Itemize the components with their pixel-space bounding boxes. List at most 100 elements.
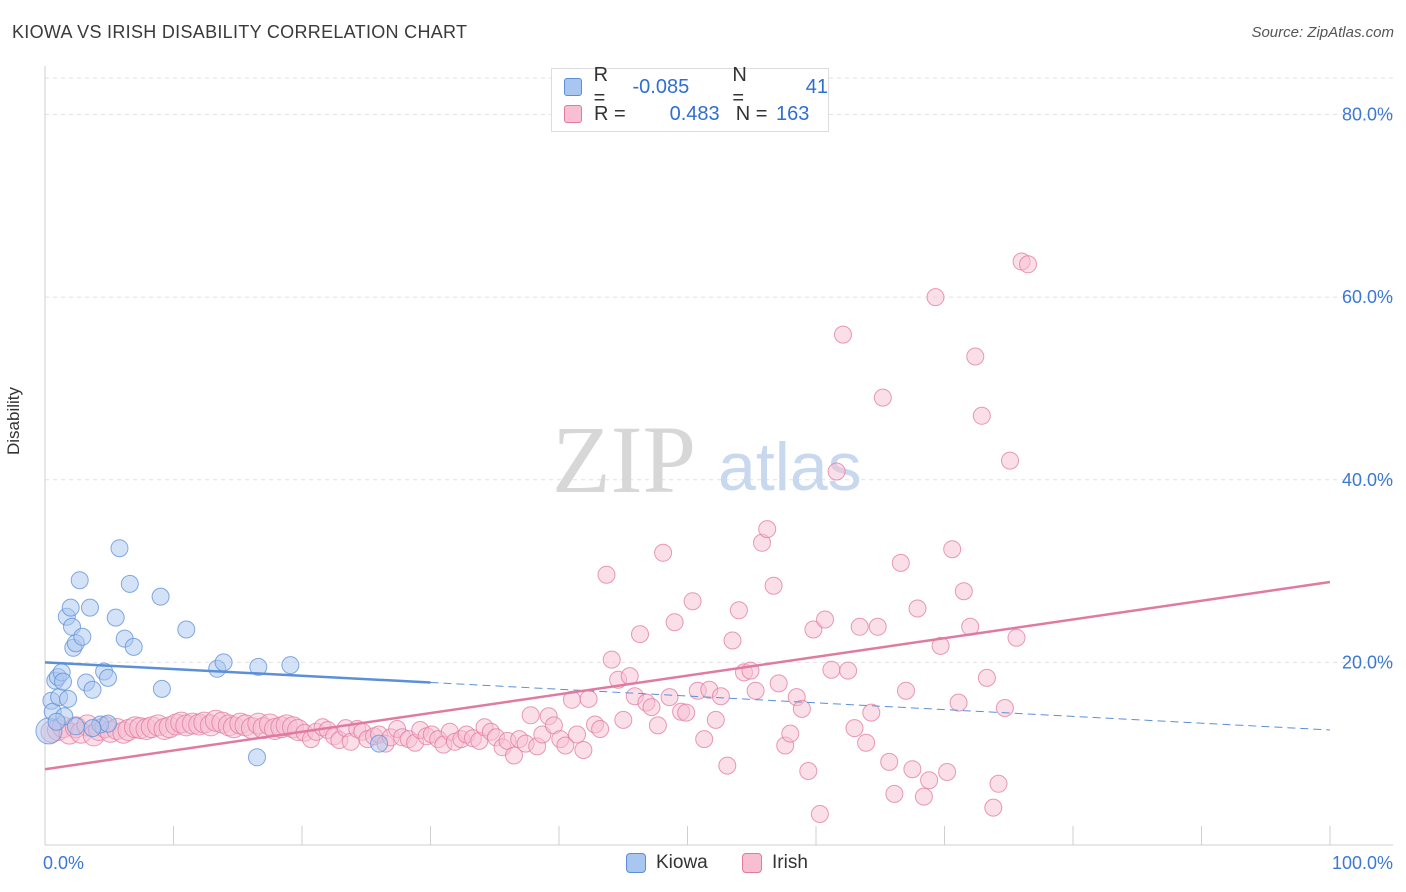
irish-point [591, 720, 610, 738]
legend-item-irish[interactable]: Irish [742, 852, 808, 874]
irish-point [914, 787, 933, 806]
kiowa-point [124, 637, 143, 656]
watermark: ZIP atlas [552, 406, 862, 513]
kiowa-swatch [564, 78, 582, 96]
kiowa-point [106, 608, 125, 627]
kiowa-point [54, 672, 72, 691]
trend-lines [44, 580, 1331, 771]
irish-point [845, 719, 864, 738]
n-label: N = [735, 102, 768, 125]
irish-point [764, 576, 783, 595]
kiowa-point [66, 717, 85, 736]
kiowa-point [177, 620, 196, 639]
irish-point [665, 613, 684, 632]
kiowa-point [59, 689, 78, 708]
kiowa-point [120, 574, 139, 593]
n-value: 163 [776, 102, 810, 125]
r-value: 0.483 [669, 102, 720, 125]
kiowa-point [214, 653, 233, 672]
irish-point [954, 582, 973, 601]
irish-point [758, 520, 777, 539]
irish-point [984, 798, 1003, 817]
irish-point [723, 631, 742, 650]
n-label: N = [732, 64, 747, 109]
irish-point [903, 760, 922, 779]
r-value: -0.085 [632, 75, 690, 98]
irish-point [857, 733, 876, 752]
irish-point [977, 668, 996, 687]
n-value: 41 [805, 75, 829, 98]
irish-point [660, 688, 679, 707]
r-label: R = [594, 102, 626, 125]
irish-point [781, 724, 800, 743]
kiowa-points [35, 539, 389, 767]
kiowa-trend-extension [430, 681, 1331, 731]
irish-point [729, 601, 748, 620]
stats-row-irish: R = 0.483 N = 163 [564, 103, 809, 125]
irish-swatch [564, 105, 582, 123]
kiowa-point [99, 668, 117, 687]
irish-point [614, 710, 633, 729]
irish-point [579, 689, 598, 708]
kiowa-point [152, 679, 171, 698]
kiowa-point [70, 571, 89, 590]
irish-point [718, 756, 737, 775]
kiowa-point [248, 748, 266, 767]
irish-point [989, 774, 1008, 793]
kiowa-point [249, 657, 268, 676]
irish-points [40, 252, 1037, 823]
irish-point [926, 288, 945, 307]
irish-point [804, 620, 823, 639]
y-tick-label: 60.0% [1342, 287, 1393, 307]
kiowa-point [47, 712, 66, 731]
irish-point [505, 746, 523, 765]
irish-point [568, 725, 586, 744]
kiowa-trend-line [44, 661, 431, 684]
irish-point [574, 741, 593, 759]
irish-point [1019, 255, 1037, 274]
chart-title: KIOWA VS IRISH DISABILITY CORRELATION CH… [12, 22, 468, 42]
tick-labels: 20.0% 40.0% 60.0% 80.0% 0.0% 100.0% [43, 105, 1393, 873]
irish-point [839, 661, 858, 680]
legend-label: Kiowa [656, 852, 708, 873]
irish-point [642, 698, 661, 717]
x-tick-label: 0.0% [43, 853, 84, 873]
kiowa-legend-swatch [626, 853, 646, 873]
r-label: R = [593, 64, 609, 109]
irish-point [810, 805, 829, 823]
irish-point [816, 610, 834, 629]
kiowa-point [281, 656, 300, 675]
irish-point [885, 784, 904, 803]
irish-point [891, 553, 910, 572]
legend-item-kiowa[interactable]: Kiowa [626, 852, 708, 874]
irish-point [521, 706, 540, 725]
irish-point [880, 752, 899, 771]
irish-point [792, 699, 811, 718]
source-label: Source: ZipAtlas.com [1251, 24, 1394, 41]
irish-point [746, 681, 765, 700]
irish-point [654, 543, 673, 562]
kiowa-point [99, 714, 117, 733]
grid-lines [45, 77, 1393, 663]
kiowa-point [81, 598, 99, 617]
irish-point [868, 617, 887, 636]
irish-point [966, 347, 985, 366]
irish-point [597, 565, 616, 584]
irish-point [1007, 628, 1026, 647]
legend-label: Irish [772, 852, 808, 873]
irish-point [695, 730, 714, 749]
x-tick-label: 100.0% [1332, 853, 1393, 873]
watermark-zip: ZIP [552, 406, 696, 513]
stats-box: R = -0.085 N = 41 R = 0.483 N = 163 [551, 64, 829, 132]
irish-point [1001, 451, 1019, 470]
kiowa-point [110, 539, 129, 558]
irish-point [799, 762, 818, 780]
irish-point [873, 388, 892, 407]
irish-trend-line [44, 580, 1331, 771]
irish-point [602, 650, 621, 669]
y-tick-label: 80.0% [1342, 105, 1393, 125]
irish-point [908, 599, 927, 618]
irish-point [995, 699, 1014, 717]
irish-legend-swatch [742, 853, 762, 873]
